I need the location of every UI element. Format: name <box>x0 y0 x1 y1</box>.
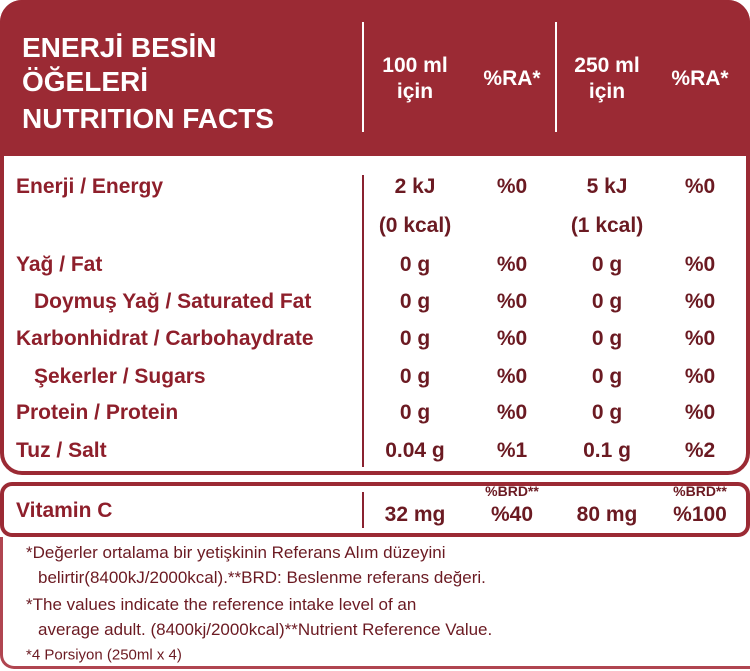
row-label: Tuz / Salt <box>16 439 107 462</box>
row-label: Protein / Protein <box>16 401 179 424</box>
cell-value: 2 kJ <box>394 175 436 198</box>
footnote: *Değerler ortalama bir yetişkinin Refera… <box>26 543 446 562</box>
divider <box>362 175 364 467</box>
cell-value: %1 <box>496 439 528 462</box>
row-label: Doymuş Yağ / Saturated Fat <box>34 290 312 313</box>
footnote: *4 Porsiyon (250ml x 4) <box>26 646 182 664</box>
cell-value: 0.1 g <box>583 439 631 462</box>
cell-value: 0 g <box>399 253 431 276</box>
cell-value: %0 <box>496 327 528 350</box>
cell-value: 0.04 g <box>385 439 445 462</box>
cell-value: 0 g <box>399 290 431 313</box>
cell-value: %40 <box>490 503 534 526</box>
column-header: için <box>588 80 626 103</box>
column-header: için <box>396 80 434 103</box>
header-title: ÖĞELERİ <box>22 66 149 97</box>
cell-value: %0 <box>684 253 716 276</box>
column-header: 100 ml <box>382 54 448 77</box>
header-title: NUTRITION FACTS <box>22 103 274 134</box>
row-label: Yağ / Fat <box>16 253 103 276</box>
cell-value: 32 mg <box>384 503 446 526</box>
footnote-frame <box>0 537 750 669</box>
footnote: *The values indicate the reference intak… <box>26 595 417 614</box>
footnote: belirtir(8400kJ/2000kcal).**BRD: Beslenm… <box>38 568 486 587</box>
cell-value: 0 g <box>591 365 623 388</box>
column-header: %RA* <box>671 67 729 90</box>
cell-value: %100 <box>673 503 727 526</box>
row-label: Enerji / Energy <box>16 175 164 198</box>
cell-value: 0 g <box>399 401 431 424</box>
header-title: ENERJİ BESİN <box>22 32 217 63</box>
divider <box>362 22 364 132</box>
cell-value: 5 kJ <box>586 175 628 198</box>
cell-value: %2 <box>684 439 716 462</box>
cell-value: 80 mg <box>576 503 638 526</box>
cell-sub: (0 kcal) <box>378 214 452 237</box>
cell-value: 0 g <box>399 365 431 388</box>
cell-value: 0 g <box>591 327 623 350</box>
row-label: Vitamin C <box>16 499 113 522</box>
cell-value: %0 <box>684 327 716 350</box>
cell-value: 0 g <box>591 290 623 313</box>
divider <box>362 492 364 528</box>
cell-value: 0 g <box>399 327 431 350</box>
cell-sub: (1 kcal) <box>570 214 644 237</box>
vitamin-frame <box>0 482 750 537</box>
cell-value: %0 <box>496 290 528 313</box>
cell-value: %0 <box>684 175 716 198</box>
cell-note: %BRD** <box>673 483 727 499</box>
cell-value: %0 <box>684 365 716 388</box>
cell-value: 0 g <box>591 401 623 424</box>
cell-value: %0 <box>496 401 528 424</box>
cell-value: %0 <box>684 290 716 313</box>
cell-value: %0 <box>496 175 528 198</box>
cell-value: %0 <box>684 401 716 424</box>
header-band <box>0 0 750 156</box>
column-header: 250 ml <box>574 54 640 77</box>
cell-value: %0 <box>496 365 528 388</box>
cell-note: %BRD** <box>485 483 539 499</box>
row-label: Karbonhidrat / Carbohaydrate <box>16 327 314 350</box>
footnote: average adult. (8400kj/2000kcal)**Nutrie… <box>38 620 493 639</box>
cell-value: 0 g <box>591 253 623 276</box>
divider <box>555 22 557 132</box>
column-header: %RA* <box>483 67 541 90</box>
row-label: Şekerler / Sugars <box>34 365 206 388</box>
cell-value: %0 <box>496 253 528 276</box>
